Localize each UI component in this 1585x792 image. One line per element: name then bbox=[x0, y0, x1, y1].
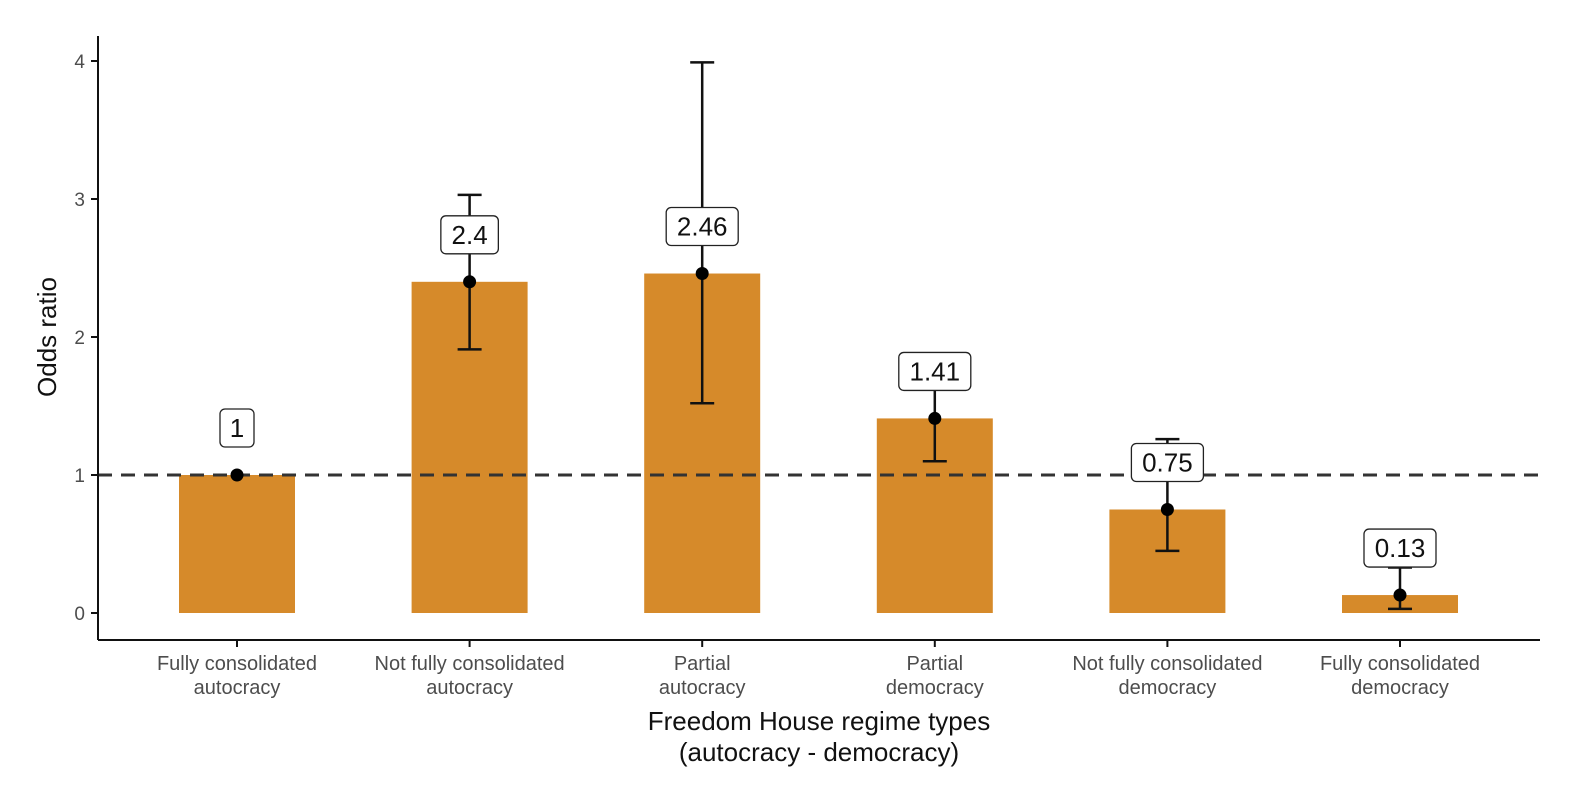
x-tick-label-line: Partial bbox=[906, 653, 963, 675]
x-tick-label: Partial democracy bbox=[886, 653, 984, 699]
data-label-box bbox=[219, 408, 255, 448]
point-3 bbox=[928, 411, 942, 425]
data-label-5: 0.13 bbox=[1363, 528, 1437, 568]
x-tick-label: Not fully consolidated democracy bbox=[1072, 653, 1262, 699]
x-tick-label-line: democracy bbox=[1351, 677, 1449, 699]
y-tick-label: 0 bbox=[74, 604, 85, 625]
data-label-box bbox=[1363, 528, 1437, 568]
x-tick-label: Partial autocracy bbox=[659, 653, 746, 699]
point-1 bbox=[463, 275, 477, 289]
bar-0 bbox=[179, 475, 295, 613]
x-axis-title: Freedom House regime types (autocracy - d… bbox=[648, 706, 990, 767]
data-label-box bbox=[898, 351, 972, 392]
x-axis-title-line: Freedom House regime types bbox=[648, 706, 990, 736]
y-tick-label: 1 bbox=[74, 466, 85, 487]
axis-titles-layer: Freedom House regime types (autocracy - d… bbox=[32, 277, 990, 767]
data-label-box bbox=[665, 206, 739, 247]
x-tick-label-line: Not fully consolidated bbox=[1072, 653, 1262, 675]
y-axis-title: Odds ratio bbox=[32, 277, 62, 397]
data-label-2: 2.46 bbox=[665, 206, 739, 247]
point-4 bbox=[1160, 503, 1174, 516]
x-tick-label-line: Fully consolidated bbox=[1320, 653, 1480, 675]
points-layer bbox=[230, 267, 1407, 602]
data-label-text: 0.13 bbox=[1375, 533, 1426, 563]
x-tick-label-line: autocracy bbox=[426, 677, 513, 699]
x-tick-label-line: Fully consolidated bbox=[157, 653, 317, 675]
data-label-text: 1 bbox=[230, 413, 244, 443]
data-label-box bbox=[440, 215, 500, 255]
x-tick-label: Not fully consolidated autocracy bbox=[375, 653, 565, 699]
data-labels-layer: 1 2.4 2.46 1.41 0.75 0.13 bbox=[219, 206, 1437, 568]
data-label-text: 1.41 bbox=[909, 356, 960, 386]
x-tick-label-line: autocracy bbox=[194, 677, 281, 699]
x-axis-title-line: (autocracy - democracy) bbox=[679, 737, 959, 767]
x-tick-label-line: democracy bbox=[1118, 677, 1216, 699]
x-tick-label-line: democracy bbox=[886, 677, 984, 699]
point-5 bbox=[1393, 588, 1407, 602]
data-label-0: 1 bbox=[219, 408, 255, 448]
y-tick-label: 2 bbox=[74, 328, 85, 349]
data-label-text: 2.4 bbox=[452, 220, 488, 250]
bars-layer bbox=[179, 273, 1458, 613]
y-tick-label: 4 bbox=[74, 52, 85, 73]
data-label-text: 2.46 bbox=[677, 212, 728, 242]
x-tick-label-line: Partial bbox=[674, 653, 731, 675]
data-label-3: 1.41 bbox=[898, 351, 972, 392]
data-label-box bbox=[1130, 442, 1205, 483]
point-0 bbox=[230, 468, 244, 482]
point-2 bbox=[695, 267, 709, 281]
x-tick-label-line: Not fully consolidated bbox=[375, 653, 565, 675]
data-label-text: 0.75 bbox=[1142, 448, 1193, 478]
y-tick-label: 3 bbox=[74, 190, 85, 211]
data-label-1: 2.4 bbox=[440, 215, 500, 255]
x-tick-label: Fully consolidated democracy bbox=[1320, 653, 1480, 699]
data-label-4: 0.75 bbox=[1130, 442, 1205, 483]
x-tick-label-line: autocracy bbox=[659, 677, 746, 699]
x-tick-label: Fully consolidated autocracy bbox=[157, 653, 317, 699]
